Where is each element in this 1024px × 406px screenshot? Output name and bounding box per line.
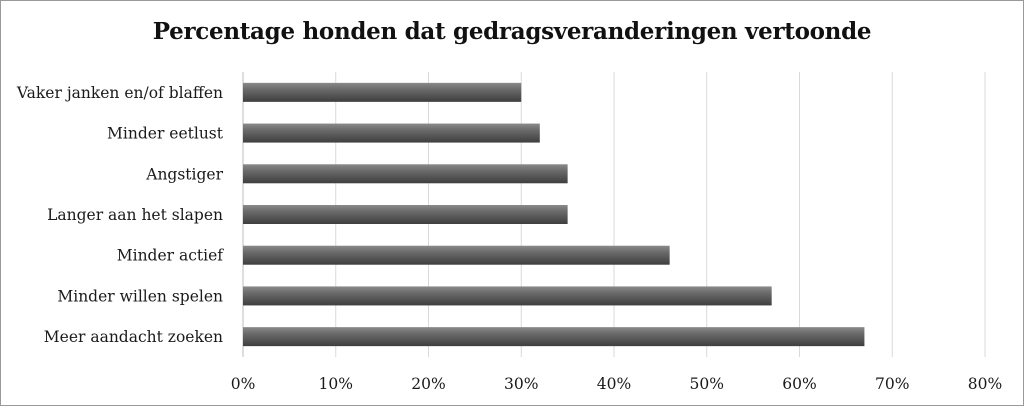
x-tick-label: 60% [782, 375, 816, 393]
chart-title: Percentage honden dat gedragsverandering… [152, 18, 872, 45]
x-tick-label: 50% [690, 375, 724, 393]
category-label: Angstiger [145, 165, 223, 183]
x-tick-label: 0% [231, 375, 256, 393]
x-tick-labels: 0% 10% 20% 30% 40% 50% 60% 70% 80% [231, 375, 1003, 393]
category-label: Minder actief [117, 247, 225, 265]
bar [243, 123, 540, 143]
category-labels: Vaker janken en/of blaffen Minder eetlust… [16, 84, 224, 346]
bars [243, 82, 865, 347]
category-label: Minder eetlust [107, 125, 224, 143]
x-tick-label: 80% [968, 375, 1002, 393]
x-tick-label: 70% [875, 375, 909, 393]
x-tick-label: 20% [411, 375, 445, 393]
x-tick-label: 10% [319, 375, 353, 393]
bar [243, 82, 522, 102]
x-tick-label: 40% [597, 375, 631, 393]
category-label: Meer aandacht zoeken [44, 328, 223, 346]
x-tick-label: 30% [504, 375, 538, 393]
category-label: Langer aan het slapen [47, 206, 223, 224]
category-label: Vaker janken en/of blaffen [16, 84, 223, 102]
bar [243, 205, 568, 224]
bar [243, 245, 670, 265]
bar [243, 327, 865, 347]
category-label: Minder willen spelen [57, 287, 223, 305]
bar [243, 286, 772, 306]
bar [243, 164, 568, 184]
